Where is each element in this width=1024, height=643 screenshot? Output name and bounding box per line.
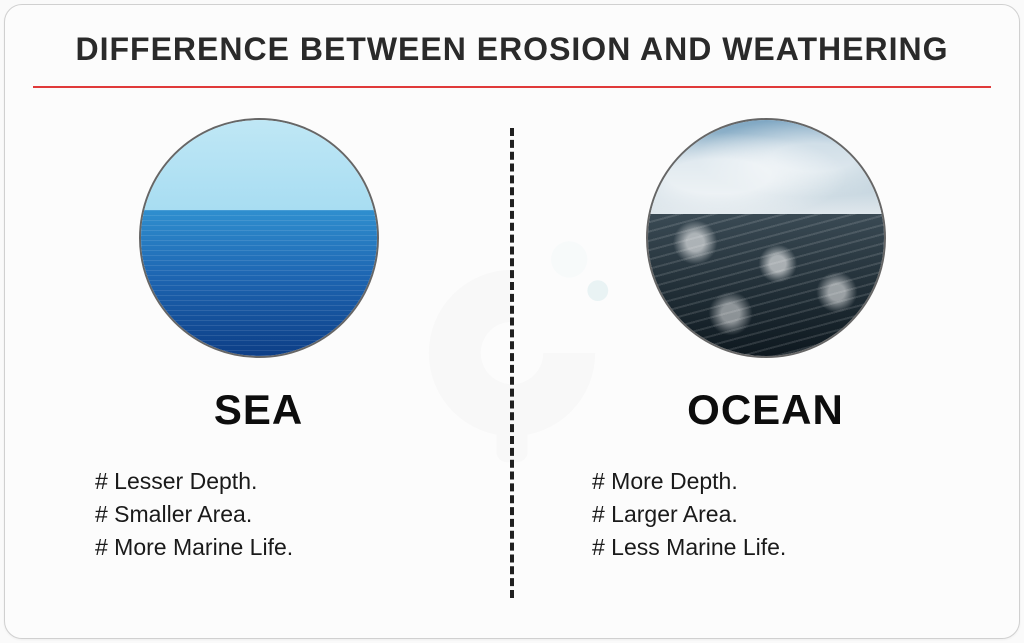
comparison-card: DIFFERENCE BETWEEN EROSION AND WEATHERIN… — [4, 4, 1020, 639]
content-area: SEA # Lesser Depth. # Smaller Area. # Mo… — [5, 88, 1019, 618]
ocean-water — [648, 214, 884, 356]
list-item: # Smaller Area. — [95, 501, 293, 528]
list-item: # Larger Area. — [592, 501, 786, 528]
ocean-sky — [648, 120, 884, 214]
list-item: # Lesser Depth. — [95, 468, 293, 495]
ocean-points: # More Depth. # Larger Area. # Less Mari… — [592, 462, 786, 567]
ocean-image — [646, 118, 886, 358]
sea-sky — [141, 120, 377, 210]
sea-heading: SEA — [214, 386, 303, 434]
sea-points: # Lesser Depth. # Smaller Area. # More M… — [95, 462, 293, 567]
list-item: # More Marine Life. — [95, 534, 293, 561]
sea-image — [139, 118, 379, 358]
list-item: # More Depth. — [592, 468, 786, 495]
ocean-heading: OCEAN — [687, 386, 844, 434]
list-item: # Less Marine Life. — [592, 534, 786, 561]
sea-water — [141, 210, 377, 356]
panel-sea: SEA # Lesser Depth. # Smaller Area. # Mo… — [5, 118, 512, 567]
panel-ocean: OCEAN # More Depth. # Larger Area. # Les… — [512, 118, 1019, 567]
page-title: DIFFERENCE BETWEEN EROSION AND WEATHERIN… — [5, 5, 1019, 86]
